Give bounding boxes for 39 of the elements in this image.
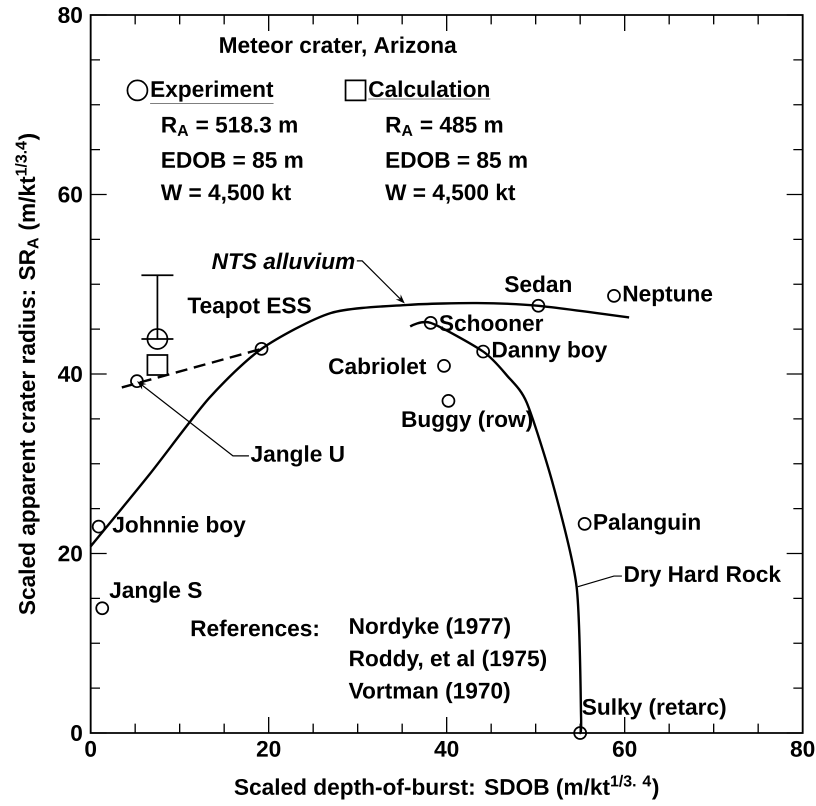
- annotation: R$_{A}$ = 485 m: [386, 116, 502, 136]
- y-tick-label: 80: [58, 6, 82, 24]
- x-tick-label: 80: [790, 740, 814, 757]
- x-tick-label: 20: [256, 740, 280, 757]
- x-tick-label: 60: [612, 740, 636, 757]
- x-tick-label: 0: [85, 740, 96, 757]
- annotation: Jangle U: [250, 445, 344, 466]
- annotation: Sulky (retarc): [582, 698, 726, 720]
- annotation: Meteor crater, Arizona: [220, 36, 457, 56]
- annotation: Cabriolet: [329, 358, 426, 374]
- annotation: Schooner: [440, 314, 544, 332]
- annotation: R$_{A}$ = 518.3 m: [162, 116, 297, 136]
- annotation: Neptune: [624, 286, 712, 306]
- annotation: W = 4,500 kt: [385, 184, 516, 204]
- y-tick-label: 60: [58, 186, 82, 203]
- x-axis-title: Scaled depth-of-burst: SDOB (m/kt$^{1/3. 4}$): [234, 774, 658, 800]
- annotation: Buggy (row): [402, 410, 532, 432]
- annotation: Johnnie boy: [112, 516, 246, 538]
- annotation: References:: [192, 620, 318, 636]
- annotation: Palanguin: [594, 513, 700, 535]
- legend-label: Calculation: [369, 80, 489, 98]
- y-tick-label: 40: [58, 366, 82, 382]
- annotation: EDOB = 85 m: [386, 152, 527, 168]
- annotation: Nordyke (1977): [350, 617, 510, 639]
- annotation: Jangle S: [110, 581, 202, 603]
- annotation: Danny boy: [492, 341, 608, 362]
- y-axis-title: Scaled apparent crater radius: SR$_{A}$ (m/kt$^{1/3.4}$): [15, 134, 40, 614]
- y-tick-label: 0: [71, 724, 82, 742]
- series-label: NTS alluvium: [212, 252, 354, 270]
- annotation: Sedan: [504, 276, 571, 292]
- annotation: Roddy, et al (1975): [350, 650, 546, 671]
- annotation: EDOB = 85 m: [162, 152, 302, 168]
- annotation: W = 4,500 kt: [160, 184, 291, 204]
- legend-label: Experiment: [152, 80, 274, 102]
- annotation: Vortman (1970): [348, 682, 510, 704]
- x-tick-label: 40: [434, 740, 458, 757]
- legend-label: Dry Hard Rock: [625, 565, 781, 587]
- annotation: Teapot ESS: [188, 297, 311, 318]
- y-tick-label: 20: [58, 545, 82, 562]
